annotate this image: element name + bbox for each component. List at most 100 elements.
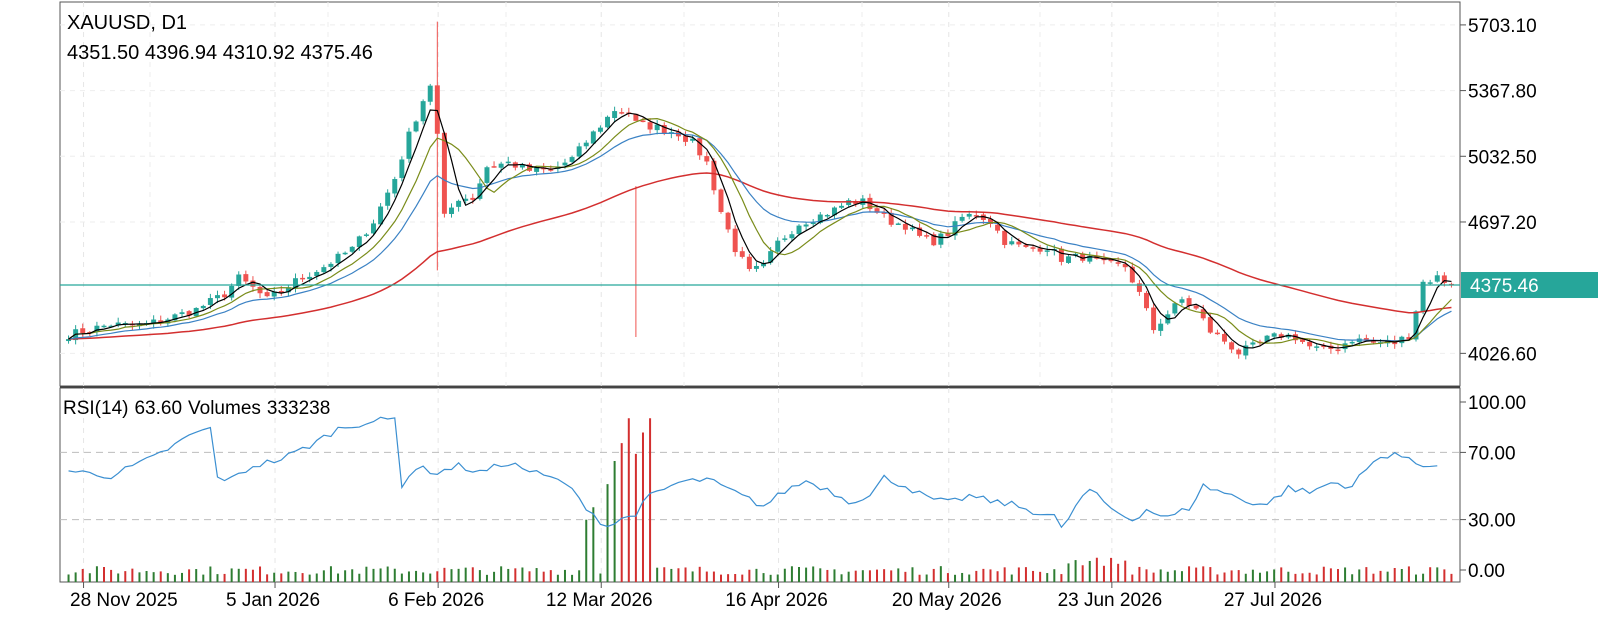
candle-body xyxy=(399,159,405,178)
candle-body xyxy=(1250,342,1256,345)
candle-body xyxy=(874,208,880,213)
candle-body xyxy=(434,85,440,134)
candle-body xyxy=(938,233,944,245)
candle-body xyxy=(1030,247,1036,249)
candle-body xyxy=(839,205,845,208)
candle-body xyxy=(385,192,391,206)
candle-body xyxy=(427,85,433,102)
candle-body xyxy=(321,267,327,273)
candle-body xyxy=(1434,275,1440,282)
candle-body xyxy=(342,252,348,255)
candle-body xyxy=(562,162,568,166)
candle-body xyxy=(1222,333,1227,342)
candle-body xyxy=(803,224,809,227)
candle-body xyxy=(959,216,965,221)
candle-body xyxy=(300,277,306,280)
candle-body xyxy=(895,223,901,225)
candle-body xyxy=(966,213,972,217)
candle-body xyxy=(917,227,923,236)
candle-body xyxy=(94,325,100,332)
candle-body xyxy=(1427,282,1433,284)
candle-body xyxy=(704,156,710,162)
candle-body xyxy=(1335,349,1341,352)
candle-body xyxy=(1370,341,1376,343)
candle-body xyxy=(356,236,362,248)
candle-body xyxy=(534,167,540,172)
candle-body xyxy=(718,189,724,213)
candle-body xyxy=(881,212,887,214)
candle-body xyxy=(456,200,462,207)
candle-body xyxy=(1158,323,1164,331)
candle-body xyxy=(1278,334,1284,338)
candle-body xyxy=(335,253,341,264)
candle-body xyxy=(200,305,206,309)
candle-body xyxy=(782,238,788,240)
candle-body xyxy=(1080,253,1086,261)
candle-body xyxy=(1144,292,1149,309)
date-tick-label: 28 Nov 2025 xyxy=(70,590,178,611)
candle-body xyxy=(619,112,625,114)
candle-body xyxy=(1108,259,1114,262)
candle-body xyxy=(1285,334,1291,338)
candle-body xyxy=(711,160,717,191)
rsi-line xyxy=(68,416,1438,529)
candle-body xyxy=(229,285,235,298)
candle-body xyxy=(640,120,646,123)
candle-body xyxy=(931,234,937,246)
candle-body xyxy=(498,163,504,168)
candle-body xyxy=(420,101,426,122)
ma-mid-line xyxy=(68,118,1452,347)
candle-body xyxy=(1314,346,1320,348)
price-tick-label: 5032.50 xyxy=(1468,147,1537,168)
candle-body xyxy=(945,233,951,236)
candle-body xyxy=(1292,334,1298,341)
candle-body xyxy=(1441,275,1447,284)
candle-body xyxy=(846,200,852,206)
candle-body xyxy=(1243,345,1249,356)
candle-body xyxy=(761,263,767,267)
candle-body xyxy=(725,212,731,230)
candle-body xyxy=(66,339,72,342)
symbol-title: XAUUSD, D1 xyxy=(67,12,188,34)
candle-body xyxy=(1207,317,1213,333)
candle-body xyxy=(80,328,86,334)
candle-body xyxy=(902,223,908,230)
candle-body xyxy=(151,319,157,324)
candle-body xyxy=(278,290,284,293)
candle-body xyxy=(817,214,823,223)
candle-body xyxy=(1087,255,1093,262)
rsi-tick-label: 30.00 xyxy=(1468,511,1516,532)
candle-body xyxy=(661,125,667,134)
candle-body xyxy=(470,197,476,200)
price-tick-label: 4697.20 xyxy=(1468,213,1537,234)
candle-body xyxy=(1016,241,1022,245)
candle-body xyxy=(1321,345,1327,348)
candle-body xyxy=(909,227,915,230)
volume-label: Volumes xyxy=(188,398,261,419)
candle-body xyxy=(363,234,369,236)
candle-body xyxy=(392,179,398,194)
candle-body xyxy=(952,221,958,236)
candle-body xyxy=(988,218,993,224)
candle-body xyxy=(1271,333,1277,337)
candle-body xyxy=(491,166,497,168)
candle-body xyxy=(505,161,511,164)
candle-body xyxy=(236,274,242,286)
candle-body xyxy=(314,271,320,277)
candle-body xyxy=(449,207,454,214)
candle-body xyxy=(753,265,759,269)
price-tick-label: 4026.60 xyxy=(1468,344,1537,365)
candle-body xyxy=(413,121,419,132)
candle-body xyxy=(1193,305,1199,309)
date-tick-label: 5 Jan 2026 xyxy=(226,590,320,611)
candle-body xyxy=(1066,256,1071,263)
candle-body xyxy=(1300,339,1306,342)
candle-body xyxy=(732,228,738,253)
candle-body xyxy=(548,169,554,171)
candle-body xyxy=(1342,343,1348,350)
candle-body xyxy=(697,138,703,156)
candle-body xyxy=(1115,262,1121,264)
candle-body xyxy=(172,314,178,321)
candle-body xyxy=(1151,307,1157,331)
candle-body xyxy=(1307,341,1313,347)
